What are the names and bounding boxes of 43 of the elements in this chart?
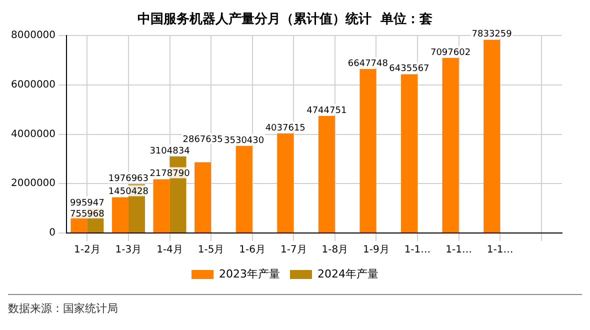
y-tick-label: 4000000 bbox=[10, 128, 56, 140]
data-label: 3530430 bbox=[224, 136, 264, 146]
data-label: 995947 bbox=[70, 198, 104, 208]
legend-label: 2023年产量 bbox=[219, 267, 280, 280]
data-label: 7833259 bbox=[472, 30, 512, 40]
legend-label: 2024年产量 bbox=[318, 267, 378, 280]
x-tick-label: 1-1… bbox=[446, 244, 472, 256]
y-tick-label: 6000000 bbox=[10, 80, 56, 91]
x-tick-label: 1-1… bbox=[404, 244, 431, 256]
x-tick-label: 1-3月 bbox=[115, 244, 142, 256]
data-label: 4744751 bbox=[306, 106, 347, 116]
x-tick-label: 1-6月 bbox=[239, 244, 266, 256]
data-label: 755968 bbox=[70, 209, 105, 220]
bar bbox=[400, 74, 418, 232]
source-note: 数据来源：国家统计局 bbox=[8, 302, 118, 315]
y-tick-label: 0 bbox=[49, 228, 56, 239]
bar bbox=[112, 197, 128, 232]
data-label: 4037615 bbox=[265, 123, 306, 134]
chart-title: 中国服务机器人产量分月（累计值）统计 单位：套 bbox=[137, 11, 433, 28]
bar bbox=[153, 179, 170, 232]
data-label: 6435567 bbox=[389, 64, 430, 74]
data-label: 2178790 bbox=[150, 169, 190, 180]
bar bbox=[277, 133, 294, 232]
x-tick-label: 1-9月 bbox=[363, 244, 390, 256]
x-tick-label: 1-7月 bbox=[280, 244, 307, 256]
y-tick-label: 2000000 bbox=[10, 178, 56, 190]
data-label: 2867635 bbox=[182, 135, 223, 146]
x-tick-label: 1-5月 bbox=[198, 244, 224, 256]
bar bbox=[194, 162, 212, 232]
data-label: 3104834 bbox=[150, 146, 190, 156]
x-tick-label: 1-1… bbox=[486, 244, 514, 256]
x-tick-label: 1-4月 bbox=[156, 244, 183, 256]
y-tick-label: 8000000 bbox=[10, 30, 56, 42]
data-label: 1450428 bbox=[108, 187, 149, 198]
bar bbox=[360, 68, 376, 232]
x-tick-label: 1-2月 bbox=[74, 244, 100, 256]
data-label: 7097602 bbox=[430, 48, 471, 58]
bar bbox=[318, 116, 335, 232]
bar bbox=[442, 58, 459, 232]
data-label: 6647748 bbox=[348, 58, 388, 69]
bar bbox=[236, 146, 252, 232]
data-label: 1976963 bbox=[108, 174, 149, 184]
x-tick-label: 1-8月 bbox=[322, 244, 348, 256]
